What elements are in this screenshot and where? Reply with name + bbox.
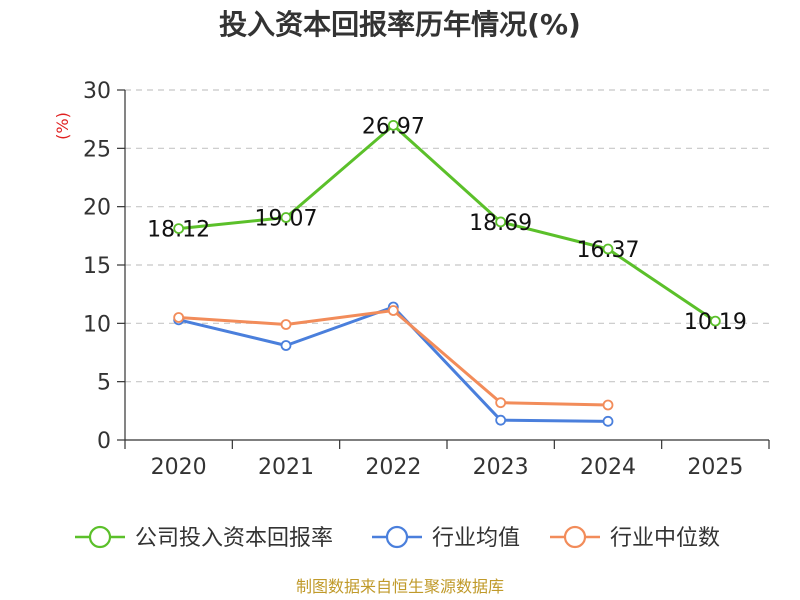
y-tick-label: 10 [83, 312, 111, 337]
legend: 公司投入资本回报率 行业均值 行业中位数 [75, 525, 720, 551]
data-point [495, 216, 507, 228]
y-tick-label: 15 [83, 254, 111, 279]
x-tick-label: 2021 [258, 455, 314, 480]
data-point [709, 315, 721, 327]
x-tick-label: 2025 [687, 455, 743, 480]
data-point [602, 243, 614, 255]
series-line-0 [177, 123, 717, 323]
grid-layer [125, 89, 769, 383]
data-label: 10.19 [684, 310, 747, 335]
y-axis-unit-label: (%) [53, 112, 72, 140]
data-point [602, 399, 614, 411]
x-tick-label: 2022 [365, 455, 421, 480]
series-layer [173, 119, 721, 427]
legend-label: 行业均值 [432, 526, 520, 551]
data-point [173, 312, 185, 323]
data-point [280, 319, 292, 330]
data-source-note: 制图数据来自恒生聚源数据库 [296, 577, 504, 596]
y-tick-label: 20 [83, 196, 111, 221]
chart-title: 投入资本回报率历年情况(%) [219, 8, 581, 41]
x-tick-label: 2023 [473, 455, 529, 480]
y-tick-label: 30 [83, 79, 111, 104]
legend-marker [563, 525, 587, 549]
data-label: 26.97 [362, 114, 425, 139]
data-point [280, 340, 292, 351]
data-point [495, 397, 507, 409]
data-label: 18.12 [147, 218, 210, 243]
legend-marker [88, 525, 112, 549]
data-label: 18.69 [469, 211, 532, 236]
data-point [173, 223, 185, 235]
data-point [602, 415, 614, 427]
data-label-layer: 18.12 19.07 26.97 18.69 16.37 10.19 [147, 114, 747, 335]
x-tick-label: 2024 [580, 455, 636, 480]
legend-marker [385, 525, 409, 549]
y-tick-label: 0 [97, 429, 111, 454]
legend-label: 行业中位数 [610, 526, 720, 551]
data-label: 16.37 [577, 238, 640, 263]
y-tick-label: 25 [83, 137, 111, 162]
data-point [280, 212, 292, 223]
data-point [387, 305, 399, 316]
data-label: 19.07 [255, 207, 318, 232]
y-tick-label: 5 [97, 371, 111, 396]
data-point [387, 119, 399, 131]
data-point [495, 414, 507, 426]
series-line-2 [177, 309, 610, 407]
x-tick-label: 2020 [151, 455, 207, 480]
legend-label: 公司投入资本回报率 [135, 526, 333, 551]
